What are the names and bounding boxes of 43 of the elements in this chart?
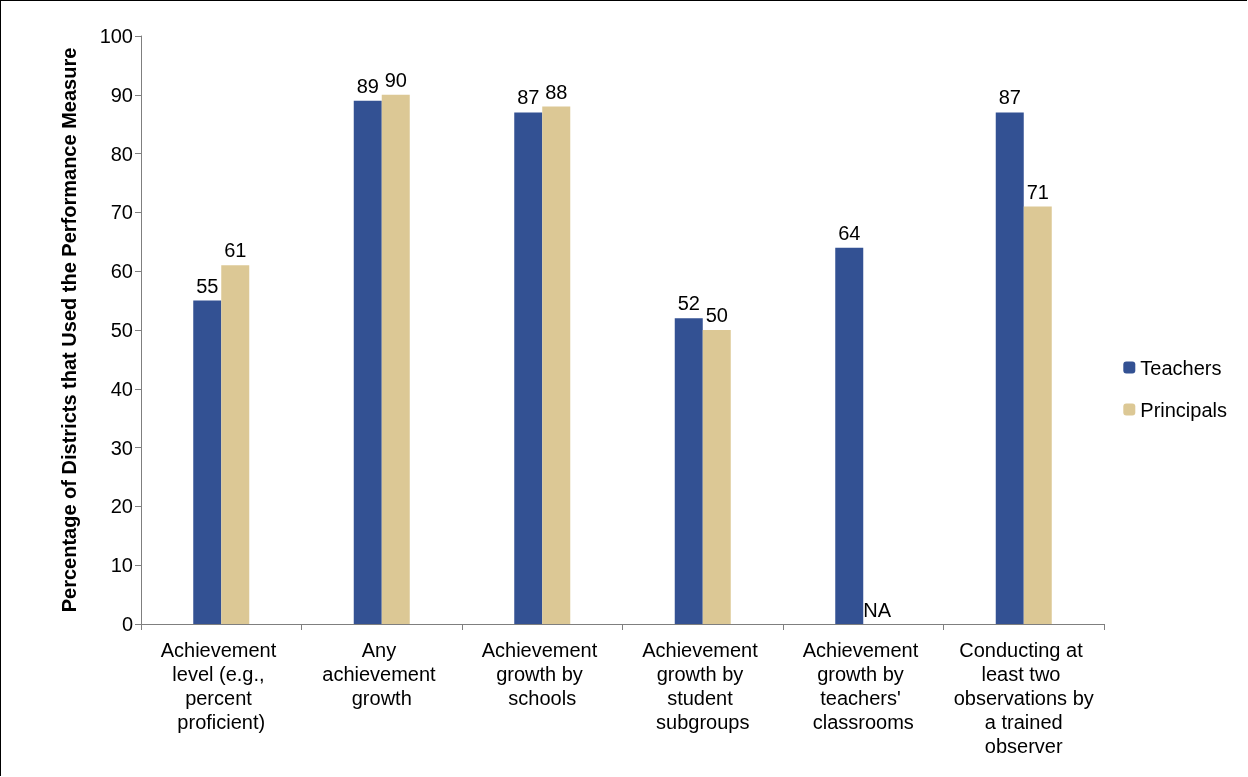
bar xyxy=(514,112,543,624)
x-tick-label: Achievement growth by student subgroups xyxy=(642,639,764,733)
legend-label: Teachers xyxy=(1140,356,1222,379)
x-tick-label: Achievement growth by teachers' classrooms xyxy=(802,639,924,733)
data-label: 87 xyxy=(517,86,540,109)
data-label: 71 xyxy=(1026,180,1049,203)
bar xyxy=(702,330,731,624)
y-tick-label: 20 xyxy=(110,495,133,518)
y-tick-label: 30 xyxy=(110,436,133,459)
y-tick-label: 80 xyxy=(110,142,133,165)
bar xyxy=(542,106,571,624)
bar xyxy=(381,94,410,624)
data-label: 64 xyxy=(838,221,861,244)
bar xyxy=(1023,206,1052,624)
data-label: 61 xyxy=(224,239,247,262)
bar xyxy=(995,112,1024,624)
y-tick-label: 40 xyxy=(110,377,133,400)
data-label: 55 xyxy=(196,274,219,297)
y-tick-label: 70 xyxy=(110,201,133,224)
data-label: 90 xyxy=(384,68,407,91)
data-label: 89 xyxy=(356,74,379,97)
y-tick-label: 50 xyxy=(110,319,133,341)
y-tick-label: 60 xyxy=(110,260,133,283)
data-label: 87 xyxy=(998,86,1021,109)
data-label: 52 xyxy=(677,292,700,315)
x-tick-label: Any achievement growth xyxy=(322,639,442,709)
text: NA xyxy=(863,599,892,621)
x-tick-label: Achievement growth by schools xyxy=(481,639,603,709)
x-tick-label: Achievement level (e.g., percent proficient) xyxy=(160,639,282,733)
legend-label: Principals xyxy=(1140,398,1227,421)
bar xyxy=(353,100,382,624)
data-label: 88 xyxy=(545,80,568,103)
bar xyxy=(221,265,250,624)
bar xyxy=(835,247,864,624)
bar xyxy=(674,318,703,624)
y-axis-title: Percentage of Districts that Used the Performance Measure xyxy=(58,47,80,613)
x-tick-label: Conducting at least two observations by a trained observer xyxy=(953,639,1094,757)
y-tick-label: 90 xyxy=(110,83,133,106)
y-tick-label: 10 xyxy=(110,554,133,577)
bar xyxy=(193,300,222,624)
y-tick-label: 100 xyxy=(99,25,133,47)
data-label: 50 xyxy=(705,304,728,326)
y-tick-label: 0 xyxy=(121,613,133,635)
